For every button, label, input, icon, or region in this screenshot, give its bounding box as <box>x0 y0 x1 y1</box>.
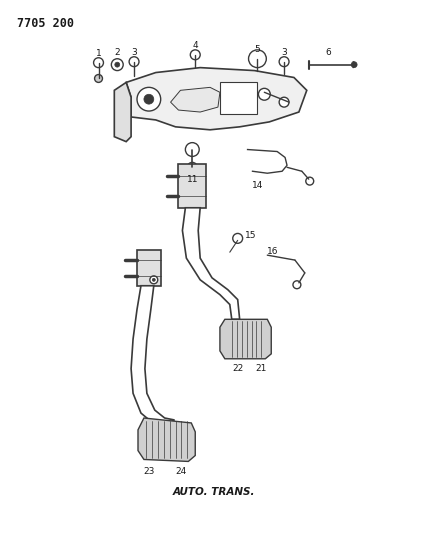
Circle shape <box>150 276 158 284</box>
Circle shape <box>279 97 289 107</box>
Text: 15: 15 <box>244 231 256 240</box>
Circle shape <box>144 94 154 104</box>
Circle shape <box>137 87 160 111</box>
Circle shape <box>190 50 200 60</box>
Text: 14: 14 <box>252 181 263 190</box>
Polygon shape <box>131 286 175 426</box>
Polygon shape <box>171 87 220 112</box>
Polygon shape <box>182 208 240 319</box>
Polygon shape <box>138 418 195 462</box>
Circle shape <box>111 59 123 70</box>
Text: 2: 2 <box>114 48 120 56</box>
Circle shape <box>115 62 120 67</box>
Text: AUTO. TRANS.: AUTO. TRANS. <box>173 487 255 497</box>
Text: 1: 1 <box>95 49 101 58</box>
Polygon shape <box>220 83 257 114</box>
Circle shape <box>259 88 270 100</box>
Text: 22: 22 <box>232 364 243 373</box>
Polygon shape <box>114 83 131 142</box>
Circle shape <box>253 54 262 63</box>
Text: 4: 4 <box>193 41 198 50</box>
Circle shape <box>279 56 289 67</box>
Circle shape <box>233 233 243 243</box>
Text: 16: 16 <box>267 247 278 256</box>
Circle shape <box>249 50 266 68</box>
Circle shape <box>187 163 197 172</box>
Text: 11: 11 <box>187 175 198 184</box>
Polygon shape <box>137 250 160 286</box>
Text: 21: 21 <box>256 364 267 373</box>
Circle shape <box>185 143 199 157</box>
Circle shape <box>152 278 155 281</box>
Polygon shape <box>126 68 307 130</box>
Circle shape <box>351 62 357 68</box>
Circle shape <box>190 165 194 169</box>
Text: 7705 200: 7705 200 <box>17 17 74 30</box>
Circle shape <box>94 58 104 68</box>
Text: 3: 3 <box>131 48 137 56</box>
Circle shape <box>293 281 301 289</box>
Circle shape <box>129 56 139 67</box>
Text: 6: 6 <box>326 48 331 56</box>
Text: 23: 23 <box>143 467 155 477</box>
Polygon shape <box>178 164 206 208</box>
Polygon shape <box>220 319 271 359</box>
Circle shape <box>95 75 102 83</box>
Text: 5: 5 <box>255 45 260 54</box>
Circle shape <box>306 177 314 185</box>
Text: 24: 24 <box>176 467 187 477</box>
Text: 3: 3 <box>281 48 287 56</box>
